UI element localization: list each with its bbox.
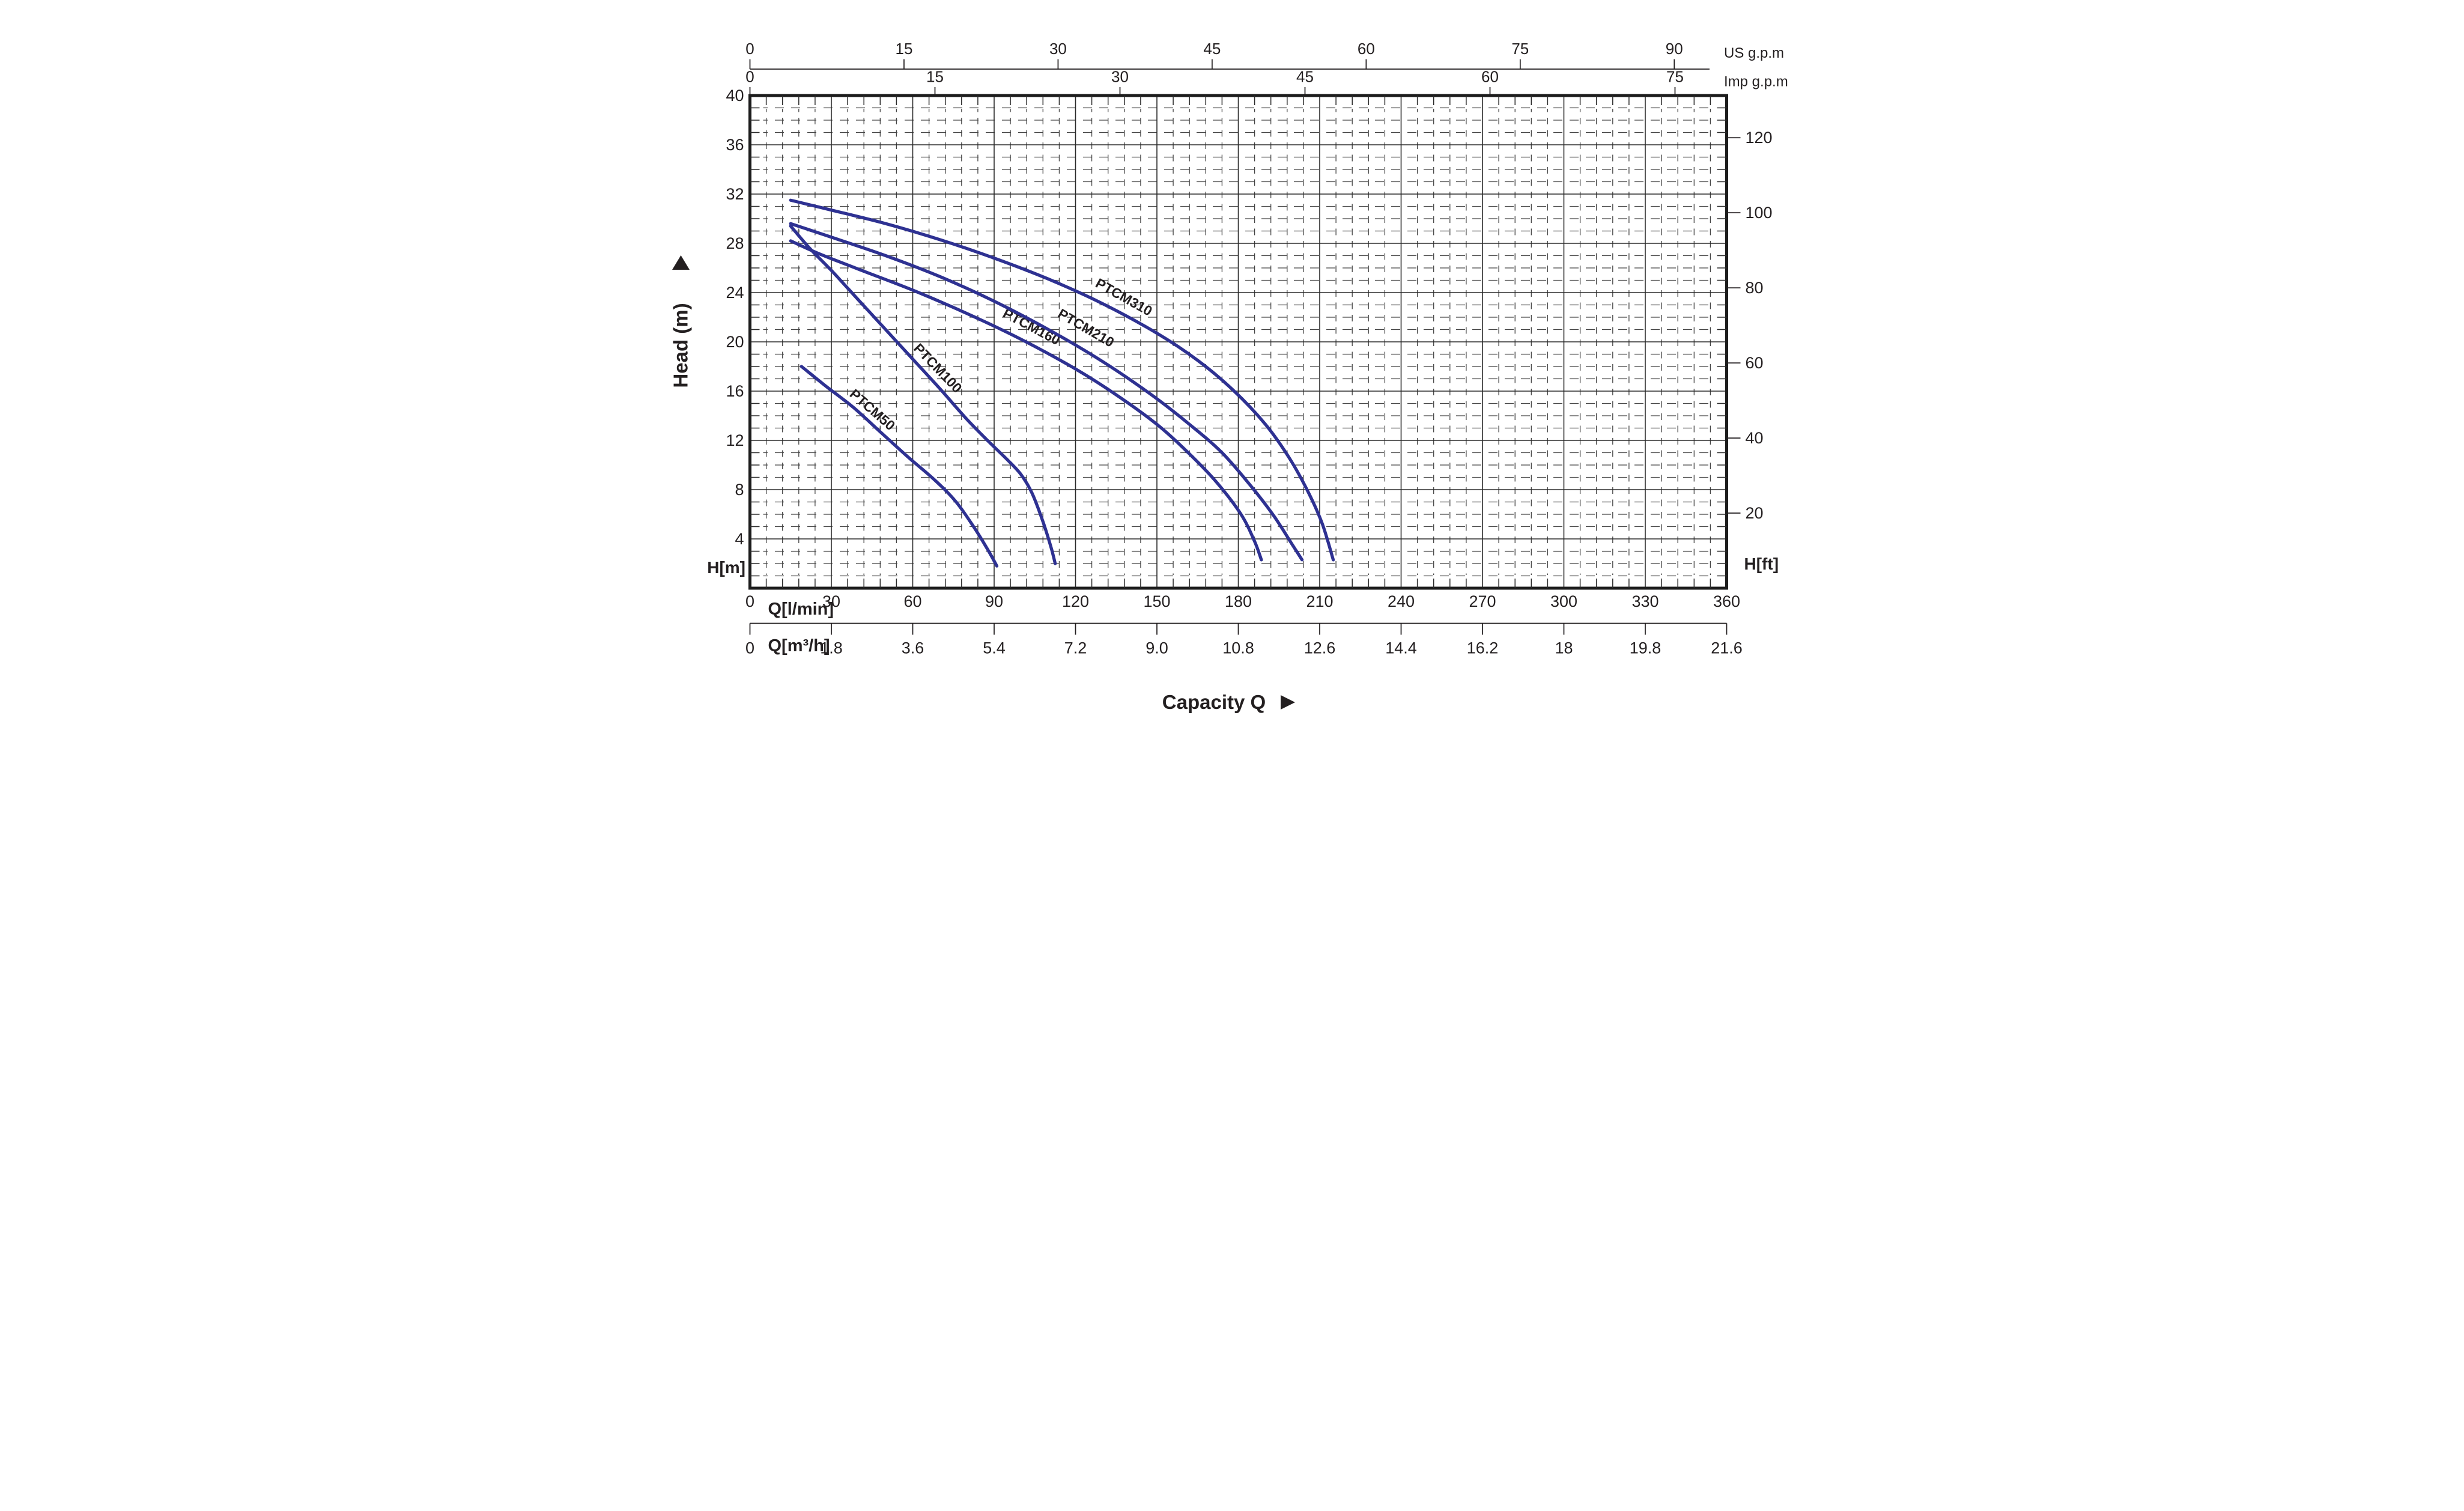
svg-text:7.2: 7.2 (1064, 639, 1087, 657)
svg-text:9.0: 9.0 (1146, 639, 1168, 657)
axis-head-ft: 20 40 60 80 100 120 (1726, 129, 1772, 522)
q-lmin-unit-label: Q[l/min] (768, 600, 834, 619)
svg-text:24: 24 (726, 284, 744, 302)
svg-text:12: 12 (726, 431, 744, 449)
svg-text:100: 100 (1745, 204, 1772, 222)
svg-text:20: 20 (1745, 504, 1763, 522)
svg-text:4: 4 (735, 530, 744, 548)
svg-text:330: 330 (1631, 592, 1658, 610)
svg-text:270: 270 (1469, 592, 1496, 610)
svg-text:60: 60 (1745, 354, 1763, 372)
grid-major (750, 96, 1726, 588)
svg-text:30: 30 (1111, 68, 1129, 86)
svg-text:75: 75 (1666, 68, 1684, 86)
svg-text:15: 15 (895, 40, 912, 58)
curve-PTCM100: PTCM100 (789, 224, 1057, 565)
q-m3h-unit-label: Q[m³/h] (768, 636, 830, 655)
svg-text:32: 32 (726, 185, 744, 203)
svg-text:21.6: 21.6 (1711, 639, 1743, 657)
svg-text:90: 90 (985, 592, 1003, 610)
svg-text:28: 28 (726, 234, 744, 252)
pump-curve-chart: 0 15 30 45 60 75 90 0 15 30 45 60 75 4 8 12 16 20 24 28 32… (616, 0, 1848, 756)
svg-text:60: 60 (1481, 68, 1499, 86)
svg-text:8: 8 (735, 481, 744, 499)
border-minor-ticks (750, 96, 1726, 588)
svg-text:16: 16 (726, 382, 744, 400)
svg-text:120: 120 (1061, 592, 1088, 610)
svg-text:90: 90 (1665, 40, 1683, 58)
svg-text:240: 240 (1387, 592, 1414, 610)
svg-text:80: 80 (1745, 279, 1763, 297)
svg-text:45: 45 (1203, 40, 1221, 58)
curve-label-PTCM210: PTCM210 (1055, 306, 1117, 350)
svg-text:18: 18 (1555, 639, 1573, 657)
axis-us-gpm: 0 15 30 45 60 75 90 (745, 40, 1710, 70)
svg-text:15: 15 (926, 68, 944, 86)
axis-q-lmin: 0 30 60 90 120 150 180 210 240 270 300 330 360 (745, 592, 1740, 610)
svg-text:60: 60 (903, 592, 921, 610)
svg-text:40: 40 (1745, 429, 1763, 447)
axis-head-m: 4 8 12 16 20 24 28 32 36 40 (726, 87, 744, 548)
svg-text:0: 0 (745, 639, 754, 657)
x-axis-title-group: Capacity Q (1162, 691, 1295, 713)
head-ft-unit-label: H[ft] (1744, 555, 1779, 573)
x-axis-title: Capacity Q (1162, 691, 1265, 713)
curve-PTCM50: PTCM50 (800, 365, 998, 568)
svg-text:19.8: 19.8 (1629, 639, 1661, 657)
svg-text:10.8: 10.8 (1222, 639, 1254, 657)
svg-text:0: 0 (745, 592, 754, 610)
svg-text:20: 20 (726, 333, 744, 351)
right-arrow-icon (1280, 695, 1295, 710)
svg-text:210: 210 (1306, 592, 1333, 610)
pump-performance-chart-canvas: 0 15 30 45 60 75 90 0 15 30 45 60 75 4 8 12 16 20 24 28 32… (616, 0, 1848, 756)
svg-text:300: 300 (1550, 592, 1577, 610)
y-axis-title-group: Head (m) (669, 255, 691, 388)
svg-text:45: 45 (1296, 68, 1314, 86)
svg-text:0: 0 (745, 68, 754, 86)
curve-PTCM310: PTCM310 (789, 198, 1335, 562)
svg-text:40: 40 (726, 87, 744, 105)
svg-text:360: 360 (1713, 592, 1740, 610)
svg-text:36: 36 (726, 136, 744, 154)
svg-text:30: 30 (1049, 40, 1066, 58)
svg-text:150: 150 (1143, 592, 1170, 610)
svg-text:120: 120 (1745, 129, 1772, 147)
svg-text:3.6: 3.6 (901, 639, 924, 657)
svg-text:30: 30 (822, 592, 840, 610)
up-arrow-icon (672, 255, 690, 270)
svg-text:5.4: 5.4 (983, 639, 1006, 657)
y-axis-title: Head (m) (669, 303, 691, 388)
svg-text:1.8: 1.8 (820, 639, 843, 657)
axis-q-m3h: 0 1.8 3.6 5.4 7.2 9.0 10.8 12.6 14.4 16.2 18 19.8 21… (745, 622, 1743, 657)
svg-text:60: 60 (1357, 40, 1374, 58)
us-gpm-axis-label: US g.p.m (1724, 45, 1784, 61)
svg-text:12.6: 12.6 (1303, 639, 1335, 657)
svg-text:16.2: 16.2 (1466, 639, 1498, 657)
svg-text:75: 75 (1511, 40, 1529, 58)
head-m-unit-label: H[m] (707, 558, 745, 577)
plot-border (748, 94, 1728, 590)
svg-text:14.4: 14.4 (1385, 639, 1417, 657)
svg-text:180: 180 (1224, 592, 1251, 610)
axis-imp-gpm: 0 15 30 45 60 75 (745, 68, 1684, 96)
svg-text:0: 0 (745, 40, 754, 58)
imp-gpm-axis-label: Imp g.p.m (1724, 74, 1788, 90)
